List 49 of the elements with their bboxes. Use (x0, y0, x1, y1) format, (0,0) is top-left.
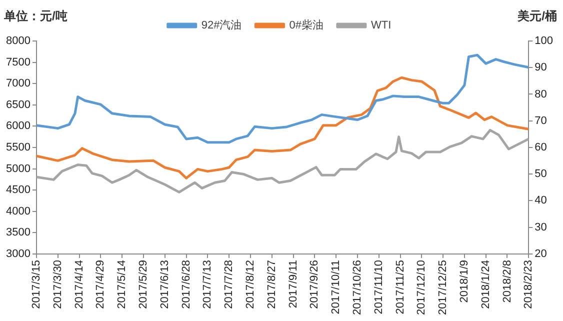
x-tick-label: 2017/11/10 (372, 260, 385, 314)
y2-tick-label: 90 (534, 62, 547, 74)
y-tick-label: 3500 (6, 226, 30, 239)
y2-tick-label: 100 (534, 35, 554, 48)
x-tick-label: 2018/2/23 (522, 260, 535, 309)
x-tick-label: 2017/8/12 (244, 260, 256, 309)
y2-tick-label: 20 (534, 248, 547, 260)
legend-label: WTI (370, 20, 392, 32)
x-tick-label: 2017/9/11 (287, 260, 300, 308)
x-tick-label: 2017/7/13 (202, 260, 214, 309)
y-tick-label: 8000 (6, 35, 30, 48)
y-tick-label: 5500 (6, 142, 30, 154)
x-tick-label: 2017/12/25 (437, 260, 450, 316)
x-tick-label: 2017/3/30 (52, 260, 64, 309)
x-tick-label: 2017/9/26 (308, 260, 321, 309)
x-tick-label: 2017/4/29 (94, 260, 107, 309)
x-tick-label: 2017/6/28 (180, 260, 192, 309)
x-tick-label: 2017/10/26 (351, 260, 364, 316)
x-tick-label: 2017/5/29 (137, 260, 150, 309)
x-tick-label: 2017/12/10 (416, 260, 428, 316)
x-tick-label: 2017/5/14 (116, 260, 128, 309)
y2-tick-label: 60 (534, 142, 547, 154)
y2-tick-label: 80 (534, 88, 547, 100)
y2-tick-label: 50 (534, 168, 547, 180)
x-tick-label: 2018/1/24 (480, 260, 492, 309)
y-tick-label: 7500 (6, 56, 30, 68)
x-tick-label: 2017/10/11 (330, 260, 342, 314)
x-tick-label: 2017/7/28 (223, 260, 236, 309)
x-tick-label: 2017/8/27 (266, 260, 278, 309)
legend-label: 92#汽油 (201, 18, 242, 32)
x-tick-label: 2017/6/13 (158, 260, 171, 309)
y-tick-label: 5000 (6, 162, 30, 175)
y-tick-label: 7000 (6, 78, 30, 90)
x-tick-label: 2018/2/8 (501, 260, 514, 303)
legend-label: 0#柴油 (289, 18, 324, 32)
x-tick-label: 2017/3/15 (30, 260, 42, 309)
y-tick-label: 4500 (6, 184, 30, 196)
x-tick-label: 2017/4/14 (73, 260, 86, 309)
y2-tick-label: 70 (534, 114, 547, 127)
y2-tick-label: 30 (534, 221, 547, 234)
x-tick-label: 2018/1/9 (458, 260, 470, 303)
y2-axis-title: 美元/桶 (518, 8, 557, 25)
y-tick-label: 4000 (6, 205, 30, 218)
y-tick-label: 6500 (6, 98, 30, 111)
y-axis-title: 单位：元/吨 (4, 8, 68, 25)
y-tick-label: 6000 (6, 120, 30, 132)
y-tick-label: 3000 (6, 248, 30, 260)
x-tick-label: 2017/11/25 (394, 260, 406, 314)
y2-tick-label: 40 (534, 194, 547, 207)
